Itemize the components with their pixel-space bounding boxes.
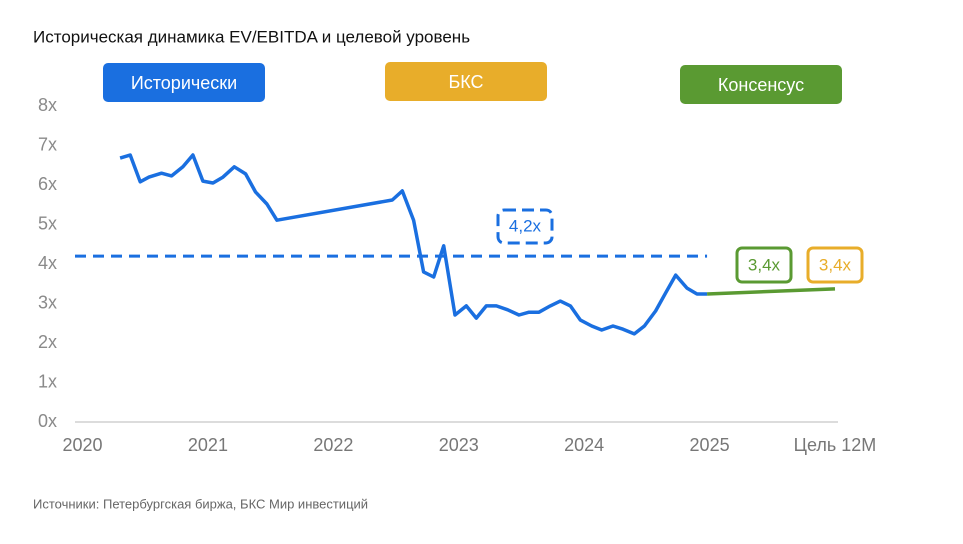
legend-button [680, 65, 842, 104]
x-tick-label: 2020 [63, 435, 103, 455]
annotation-box [496, 208, 554, 245]
series-line [707, 287, 836, 296]
y-tick-label: 6x [38, 174, 57, 194]
x-tick-label: 2022 [313, 435, 353, 455]
legend-button [103, 63, 265, 102]
y-tick-label: 2x [38, 332, 57, 352]
legend-button [385, 62, 547, 101]
x-tick-label: Цель 12M [794, 435, 877, 455]
value-label: 3,4x [819, 255, 852, 274]
x-tick-label: 2024 [564, 435, 604, 455]
y-tick-label: 0x [38, 411, 57, 431]
source-note: Источники: Петербургская биржа, БКС Мир … [33, 496, 368, 511]
series-line [119, 153, 708, 336]
y-tick-label: 5x [38, 213, 57, 233]
legend-label: БКС [448, 72, 483, 92]
x-tick-label: 2023 [439, 435, 479, 455]
y-tick-label: 7x [38, 134, 57, 154]
annotation-label: 4,2x [509, 216, 542, 235]
chart-title: Историческая динамика EV/EBITDA и целево… [33, 27, 470, 46]
legend-label: Исторически [131, 73, 237, 93]
x-tick-label: 2025 [690, 435, 730, 455]
value-label-box [806, 246, 864, 284]
y-tick-label: 1x [38, 371, 57, 391]
legend-label: Консенсус [718, 75, 804, 95]
value-label-box [735, 246, 793, 284]
y-tick-label: 8x [38, 95, 57, 115]
x-tick-label: 2021 [188, 435, 228, 455]
y-tick-label: 3x [38, 292, 57, 312]
value-label: 3,4x [748, 255, 781, 274]
y-tick-label: 4x [38, 253, 57, 273]
